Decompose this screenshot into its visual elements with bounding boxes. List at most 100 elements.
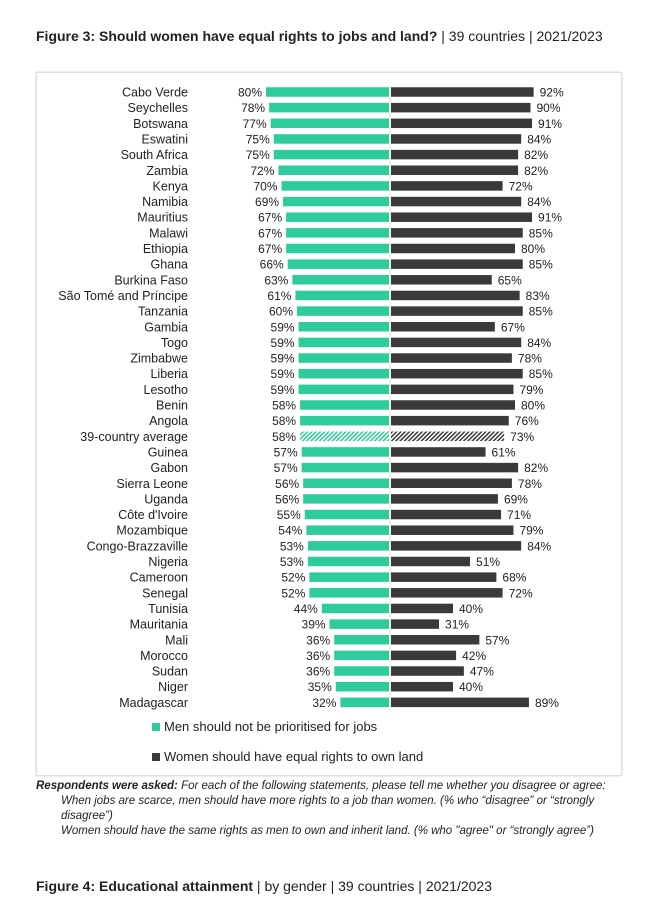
- data-label-jobs: 57%: [274, 461, 298, 475]
- category-label: Lesotho: [144, 383, 189, 397]
- category-label: Zambia: [146, 164, 188, 178]
- bar-land: [391, 290, 520, 301]
- data-label-land: 80%: [521, 242, 545, 256]
- bar-land: [391, 149, 519, 160]
- data-label-land: 79%: [519, 383, 543, 397]
- data-label-jobs: 75%: [246, 148, 270, 162]
- data-label-land: 67%: [501, 320, 525, 334]
- data-label-jobs: 35%: [308, 680, 332, 694]
- category-label: Gambia: [144, 320, 188, 334]
- bar-jobs: [286, 228, 389, 238]
- data-label-jobs: 70%: [253, 179, 277, 193]
- data-label-jobs: 58%: [272, 399, 296, 413]
- bar-land: [391, 353, 512, 363]
- bar-jobs: [340, 697, 389, 708]
- legend-swatch: [152, 722, 160, 731]
- next-figure-title-main: Figure 4: Educational attainment: [36, 878, 254, 894]
- data-label-jobs: 56%: [275, 492, 299, 506]
- next-figure-subtitle: | by gender | 39 countries | 2021/2023: [256, 878, 492, 894]
- bar-jobs: [295, 290, 389, 301]
- bar-jobs: [301, 462, 389, 473]
- category-label: Benin: [156, 399, 188, 413]
- data-label-land: 78%: [518, 477, 542, 491]
- category-label: Togo: [161, 336, 188, 350]
- data-label-land: 79%: [519, 524, 543, 538]
- methodology-note: Respondents were asked: For each of the …: [36, 779, 636, 839]
- data-label-jobs: 57%: [274, 445, 298, 459]
- bar-jobs: [292, 275, 389, 285]
- bar-land: [391, 212, 533, 222]
- data-label-jobs: 36%: [306, 649, 330, 663]
- bar-land: [391, 259, 523, 269]
- data-label-jobs: 32%: [312, 696, 336, 710]
- data-label-jobs: 69%: [255, 195, 279, 209]
- data-label-land: 85%: [529, 226, 553, 240]
- bar-jobs: [307, 541, 389, 551]
- bar-land: [391, 494, 498, 504]
- data-label-jobs: 39%: [302, 618, 326, 632]
- data-label-land: 40%: [459, 602, 483, 616]
- category-label: Mali: [165, 633, 188, 647]
- category-label: Seychelles: [128, 101, 188, 115]
- data-label-jobs: 59%: [271, 336, 295, 350]
- bar-land: [391, 87, 534, 97]
- data-label-land: 84%: [527, 195, 551, 209]
- data-label-jobs: 67%: [258, 211, 282, 225]
- data-label-jobs: 78%: [241, 101, 265, 115]
- bar-jobs: [307, 556, 389, 567]
- category-label: Nigeria: [148, 555, 188, 569]
- category-label: Kenya: [153, 179, 188, 193]
- category-label: Mauritius: [137, 211, 188, 225]
- data-label-jobs: 67%: [258, 242, 282, 256]
- data-label-land: 42%: [462, 649, 486, 663]
- data-label-land: 91%: [538, 211, 562, 225]
- data-label-land: 82%: [524, 148, 548, 162]
- legend-label: Women should have equal rights to own la…: [164, 749, 424, 764]
- data-label-jobs: 59%: [271, 320, 295, 334]
- data-label-land: 92%: [540, 86, 564, 100]
- bar-land: [391, 478, 512, 488]
- bar-jobs: [298, 368, 389, 379]
- bar-land: [391, 118, 533, 129]
- bar-land: [391, 572, 497, 582]
- data-label-land: 57%: [485, 633, 509, 647]
- bar-jobs: [304, 509, 389, 520]
- data-label-land: 76%: [515, 414, 539, 428]
- data-label-land: 84%: [527, 539, 551, 553]
- data-label-jobs: 52%: [281, 586, 305, 600]
- bar-jobs: [306, 525, 389, 535]
- bar-jobs: [334, 635, 389, 645]
- category-label: Botswana: [133, 117, 188, 131]
- note-item: Women should have the same rights as men…: [61, 825, 594, 837]
- category-label: Guinea: [148, 445, 188, 459]
- data-label-jobs: 36%: [306, 665, 330, 679]
- category-label: Uganda: [144, 492, 188, 506]
- bar-land: [391, 650, 457, 661]
- bar-jobs: [334, 650, 389, 661]
- data-label-land: 65%: [498, 273, 522, 287]
- note-item: When jobs are scarce, men should have mo…: [61, 795, 595, 822]
- category-label: Burkina Faso: [114, 273, 188, 287]
- data-label-land: 89%: [535, 696, 559, 710]
- bar-jobs: [298, 353, 389, 363]
- category-label: São Tomé and Príncipe: [58, 289, 188, 303]
- bar-jobs: [270, 118, 389, 129]
- bar-jobs: [273, 134, 389, 144]
- data-label-land: 68%: [502, 571, 526, 585]
- bar-jobs: [300, 415, 389, 426]
- data-label-land: 40%: [459, 680, 483, 694]
- data-label-jobs: 53%: [280, 555, 304, 569]
- data-label-jobs: 80%: [238, 86, 262, 100]
- data-label-land: 47%: [470, 665, 494, 679]
- data-label-land: 91%: [538, 117, 562, 131]
- bar-land: [391, 431, 505, 442]
- category-label: Sudan: [152, 665, 188, 679]
- bar-jobs: [335, 681, 389, 692]
- note-lead: Respondents were asked:: [36, 780, 178, 792]
- bar-land: [391, 306, 523, 316]
- category-label: Ghana: [150, 258, 188, 272]
- data-label-jobs: 52%: [281, 571, 305, 585]
- category-label: Ethiopia: [143, 242, 188, 256]
- category-label: Tanzania: [138, 305, 188, 319]
- bar-jobs: [298, 337, 389, 348]
